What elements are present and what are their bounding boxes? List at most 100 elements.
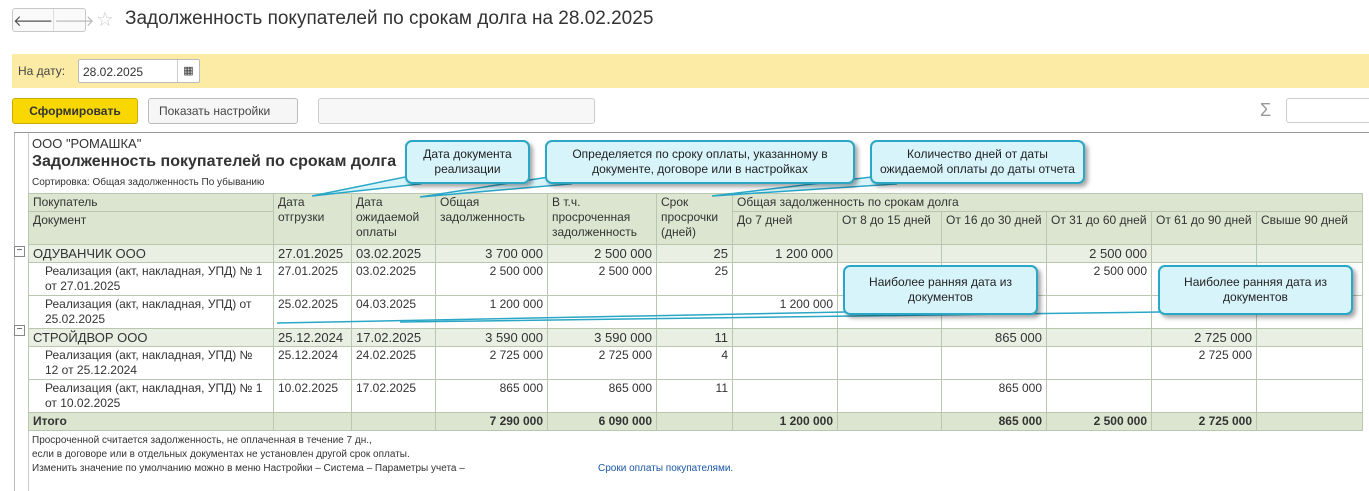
- cell-overdue: 865 000: [547, 379, 657, 413]
- cell-bucket: [1046, 346, 1152, 380]
- callout-ship-date: Дата документа реализации: [405, 140, 530, 184]
- cell-bucket: [837, 379, 942, 413]
- col-bucket: От 61 до 90 дней: [1151, 211, 1257, 245]
- nav-buttons: 🡐 🡒: [12, 8, 94, 32]
- col-bucket: Свыше 90 дней: [1256, 211, 1363, 245]
- cell-name: Реализация (акт, накладная, УПД) № 1 от …: [28, 379, 274, 413]
- back-button[interactable]: 🡐: [13, 12, 54, 30]
- callout-due-date: Определяется по сроку оплаты, указанному…: [545, 140, 855, 184]
- payment-terms-link[interactable]: Сроки оплаты покупателями.: [598, 463, 734, 474]
- toolbar-icon-buttons[interactable]: [318, 98, 595, 124]
- col-buyer: Покупатель: [28, 193, 274, 212]
- cell-days: 11: [656, 379, 733, 413]
- cell-bucket: 2 725 000: [1151, 412, 1257, 431]
- group-row[interactable]: ОДУВАНЧИК ООО 27.01.2025 03.02.2025 3 700 0…: [28, 244, 1363, 263]
- cell-due-date: 17.02.2025: [351, 379, 436, 413]
- cell-ship-date: 25.02.2025: [273, 295, 352, 329]
- filter-bar: На дату: 28.02.2025 ▦: [12, 54, 1369, 88]
- cell-bucket: 2 500 000: [1046, 244, 1152, 263]
- cell-overdue: 6 090 000: [547, 412, 657, 431]
- group-row[interactable]: СТРОЙДВОР ООО 25.12.2024 17.02.2025 3 590 0…: [28, 328, 1363, 347]
- cell-name: ОДУВАНЧИК ООО: [28, 244, 274, 263]
- report-title: Задолженность покупателей по срокам долг…: [32, 153, 397, 170]
- cell-ship-date: 25.12.2024: [273, 328, 352, 347]
- cell-total: 3 700 000: [435, 244, 548, 263]
- cell-bucket: [837, 244, 942, 263]
- document-row[interactable]: Реализация (акт, накладная, УПД) № 12 от…: [28, 346, 1363, 380]
- cell-bucket: 1 200 000: [732, 295, 838, 329]
- cell-bucket: [732, 346, 838, 380]
- cell-overdue: [547, 295, 657, 329]
- cell-bucket: [1046, 379, 1152, 413]
- favorite-star-icon[interactable]: ☆: [96, 9, 114, 31]
- callout-earliest-due: Наиболее ранняя дата из документов: [1158, 265, 1353, 315]
- cell-bucket: [837, 412, 942, 431]
- cell-bucket: [1046, 328, 1152, 347]
- cell-name: СТРОЙДВОР ООО: [28, 328, 274, 347]
- cell-bucket: [732, 328, 838, 347]
- cell-due-date: 03.02.2025: [351, 262, 436, 296]
- cell-bucket: [941, 346, 1047, 380]
- col-ship-date: Дата отгрузки: [273, 193, 352, 245]
- tree-border: [14, 133, 15, 491]
- collapse-toggle[interactable]: −: [14, 246, 25, 257]
- cell-overdue: 2 500 000: [547, 244, 657, 263]
- cell-days: [656, 295, 733, 329]
- cell-bucket: 2 725 000: [1151, 328, 1257, 347]
- cell-overdue: 3 590 000: [547, 328, 657, 347]
- col-bucket: До 7 дней: [732, 211, 838, 245]
- cell-bucket: [732, 262, 838, 296]
- cell-total-label: Итого: [28, 412, 274, 431]
- col-aging-group: Общая задолженность по срокам долга: [732, 193, 1363, 212]
- cell-total: 2 725 000: [435, 346, 548, 380]
- org-name: ООО "РОМАШКА": [32, 136, 142, 151]
- cell-bucket: [1046, 295, 1152, 329]
- callout-earliest-ship: Наиболее ранняя дата из документов: [843, 265, 1038, 315]
- sort-info: Сортировка: Общая задолженность По убыва…: [32, 177, 265, 188]
- cell-total: 2 500 000: [435, 262, 548, 296]
- cell-bucket: 865 000: [941, 379, 1047, 413]
- collapse-toggle[interactable]: −: [14, 325, 25, 336]
- col-overdue: В т.ч. просроченная задолженность: [547, 193, 657, 245]
- footnote: Просроченной считается задолженность, не…: [32, 435, 372, 446]
- cell-overdue: 2 725 000: [547, 346, 657, 380]
- date-value: 28.02.2025: [83, 65, 144, 79]
- cell-due-date: 17.02.2025: [351, 328, 436, 347]
- cell-bucket: [837, 328, 942, 347]
- cell-empty: [351, 412, 436, 431]
- col-total: Общая задолженность: [435, 193, 548, 245]
- cell-bucket: 865 000: [941, 412, 1047, 431]
- cell-bucket: [1151, 244, 1257, 263]
- cell-days: 4: [656, 346, 733, 380]
- cell-days: 11: [656, 328, 733, 347]
- cell-bucket: 1 200 000: [732, 412, 838, 431]
- cell-bucket: [1256, 244, 1363, 263]
- sum-field[interactable]: [1286, 98, 1369, 123]
- cell-empty: [656, 412, 733, 431]
- calendar-icon[interactable]: ▦: [177, 60, 199, 82]
- cell-days: 25: [656, 262, 733, 296]
- date-field[interactable]: 28.02.2025 ▦: [78, 59, 200, 83]
- page-title: Задолженность покупателей по срокам долг…: [125, 8, 654, 29]
- cell-due-date: 24.02.2025: [351, 346, 436, 380]
- generate-button[interactable]: Сформировать: [12, 98, 138, 124]
- cell-bucket: [1151, 379, 1257, 413]
- cell-bucket: 865 000: [941, 328, 1047, 347]
- callout-days: Количество дней от даты ожидаемой оплаты…: [870, 140, 1085, 184]
- cell-days: 25: [656, 244, 733, 263]
- cell-ship-date: 25.12.2024: [273, 346, 352, 380]
- cell-bucket: [1256, 328, 1363, 347]
- cell-total: 865 000: [435, 379, 548, 413]
- cell-bucket: 1 200 000: [732, 244, 838, 263]
- cell-total: 1 200 000: [435, 295, 548, 329]
- col-document: Документ: [28, 211, 274, 245]
- forward-button[interactable]: 🡒: [53, 9, 94, 31]
- cell-name: Реализация (акт, накладная, УПД) от 25.0…: [28, 295, 274, 329]
- cell-total: 3 590 000: [435, 328, 548, 347]
- cell-bucket: 2 500 000: [1046, 262, 1152, 296]
- cell-due-date: 03.02.2025: [351, 244, 436, 263]
- cell-due-date: 04.03.2025: [351, 295, 436, 329]
- cell-overdue: 2 500 000: [547, 262, 657, 296]
- show-settings-button[interactable]: Показать настройки: [148, 98, 298, 124]
- document-row[interactable]: Реализация (акт, накладная, УПД) № 1 от …: [28, 379, 1363, 413]
